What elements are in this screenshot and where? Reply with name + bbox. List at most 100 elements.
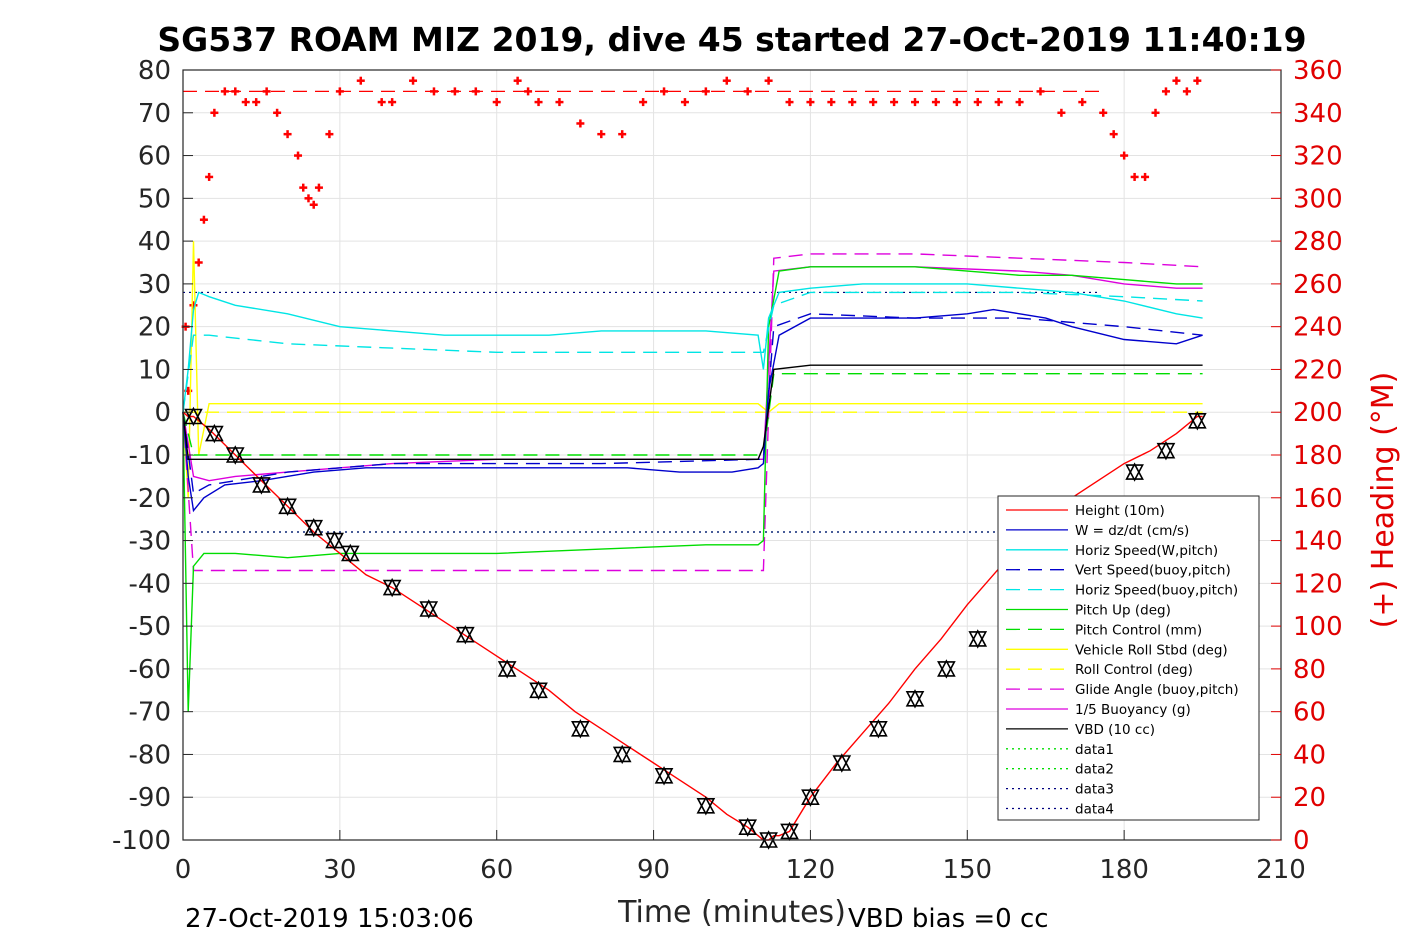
heading-point xyxy=(1078,98,1087,107)
y-right-tick-label: 0 xyxy=(1293,826,1310,856)
legend: Height (10m) W = dz/dt (cm/s) Horiz Speed(… xyxy=(997,495,1260,821)
legend-label: VBD (10 cc) xyxy=(1075,722,1155,738)
y-tick-label: -80 xyxy=(129,740,171,770)
y-right-tick-label: 220 xyxy=(1293,355,1343,385)
legend-label: W = dz/dt (cm/s) xyxy=(1075,523,1189,539)
heading-point xyxy=(1099,108,1108,117)
y-right-tick-label: 360 xyxy=(1293,56,1343,86)
dive-marker xyxy=(304,518,324,538)
y-tick-label: 10 xyxy=(138,355,171,385)
heading-point xyxy=(1172,76,1181,85)
dive-marker xyxy=(780,821,799,842)
heading-point xyxy=(785,98,794,107)
dive-marker xyxy=(278,496,297,517)
dive-marker xyxy=(1188,411,1207,431)
dive-marker xyxy=(937,659,956,679)
dive-marker xyxy=(529,680,548,700)
heading-point xyxy=(660,87,669,96)
legend-label: Horiz Speed(W,pitch) xyxy=(1075,543,1218,559)
y-tick-label: 0 xyxy=(154,398,171,428)
y-axis-right-ticks: 3603403203002802602402202001801601401201… xyxy=(1271,56,1343,856)
y-tick-label: -70 xyxy=(129,698,171,728)
dive-marker xyxy=(225,445,245,465)
heading-point xyxy=(429,87,438,96)
dive-marker xyxy=(205,423,224,444)
y-tick-label: -90 xyxy=(129,783,171,813)
legend-label: 1/5 Buoyancy (g) xyxy=(1075,702,1191,718)
legend-label: Vehicle Roll Stbd (deg) xyxy=(1075,642,1228,658)
y-right-tick-label: 320 xyxy=(1293,142,1343,172)
heading-point xyxy=(555,98,564,107)
dive-marker xyxy=(184,406,203,427)
y-tick-label: -50 xyxy=(129,612,171,642)
heading-point xyxy=(952,98,961,107)
legend-label: data3 xyxy=(1075,782,1114,798)
x-tick-label: 90 xyxy=(637,855,670,885)
heading-point xyxy=(1109,130,1118,139)
y-tick-label: 30 xyxy=(138,270,171,300)
heading-point xyxy=(931,98,940,107)
y-tick-label: -60 xyxy=(129,655,171,685)
footer-timestamp: 27-Oct-2019 15:03:06 xyxy=(185,904,474,934)
heading-point xyxy=(973,98,982,107)
y-right-tick-label: 40 xyxy=(1293,740,1326,770)
legend-label: Horiz Speed(buoy,pitch) xyxy=(1075,583,1238,599)
y-tick-label: 60 xyxy=(138,142,171,172)
series-horiz-speed-w-pitch xyxy=(182,283,1203,413)
y-axis-left-ticks: 80 70 60 50 40 30 20 10 0 -10 -20 -30 -40 -50 -60 -70 -8… xyxy=(112,56,193,856)
dive-marker xyxy=(968,629,988,649)
heading-point xyxy=(1057,108,1066,117)
dive-marker xyxy=(612,744,632,765)
dive-marker xyxy=(1125,462,1144,482)
series-1-5-buoyancy-g xyxy=(182,266,1203,482)
legend-label: Pitch Control (mm) xyxy=(1075,622,1202,638)
dive-marker xyxy=(738,817,758,837)
heading-point xyxy=(262,87,271,96)
x-axis-label: Time (minutes) xyxy=(617,895,846,930)
heading-point xyxy=(231,87,240,96)
footer-vbd-bias: VBD bias =0 cc xyxy=(848,904,1049,934)
heading-point xyxy=(806,98,815,107)
series-vbd-10-cc xyxy=(182,364,1203,460)
y-axis-right-label: (+) Heading (°M) xyxy=(1366,372,1401,629)
dive-marker xyxy=(832,753,852,773)
heading-point xyxy=(743,87,752,96)
legend-label: Glide Angle (buoy,pitch) xyxy=(1075,682,1239,698)
y-right-tick-label: 180 xyxy=(1293,441,1343,471)
y-right-tick-label: 240 xyxy=(1293,313,1343,343)
dive-marker xyxy=(419,599,439,619)
dive-marker xyxy=(456,624,475,645)
heading-point xyxy=(252,98,261,107)
y-right-tick-label: 100 xyxy=(1293,612,1343,642)
y-right-tick-label: 280 xyxy=(1293,227,1343,257)
x-tick-label: 150 xyxy=(942,855,992,885)
heading-point xyxy=(869,98,878,107)
heading-point xyxy=(1151,108,1160,117)
heading-point xyxy=(299,183,308,192)
legend-label: data2 xyxy=(1075,762,1114,778)
heading-point xyxy=(283,130,292,139)
y-right-tick-label: 160 xyxy=(1293,484,1343,514)
heading-point xyxy=(524,87,533,96)
legend-label: Pitch Up (deg) xyxy=(1075,603,1171,619)
heading-point xyxy=(205,172,214,181)
legend-label: data1 xyxy=(1075,742,1114,758)
heading-point xyxy=(325,130,334,139)
dive-marker xyxy=(696,796,716,816)
dive-marker xyxy=(654,766,674,786)
heading-point xyxy=(1141,172,1150,181)
heading-point xyxy=(1036,87,1045,96)
heading-point xyxy=(220,87,229,96)
y-tick-label: -100 xyxy=(112,826,171,856)
dive-marker xyxy=(497,659,517,679)
heading-point xyxy=(680,98,689,107)
y-tick-label: -10 xyxy=(129,441,171,471)
series-pitch-up-deg xyxy=(182,266,1203,712)
heading-point xyxy=(994,98,1003,107)
heading-point xyxy=(199,215,208,224)
x-tick-label: 180 xyxy=(1099,855,1149,885)
heading-point xyxy=(309,200,318,209)
y-right-tick-label: 260 xyxy=(1293,270,1343,300)
legend-label: Vert Speed(buoy,pitch) xyxy=(1075,563,1231,579)
